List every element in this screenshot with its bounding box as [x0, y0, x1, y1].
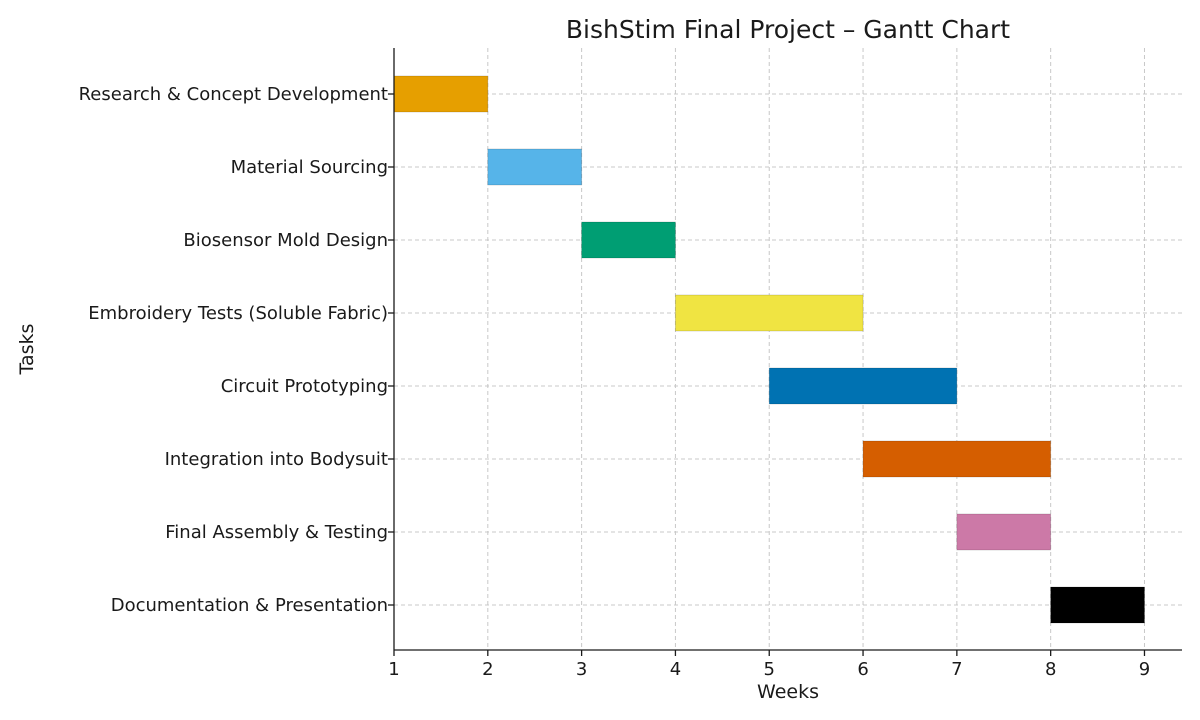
task-bar [1050, 586, 1145, 624]
axes [393, 48, 1182, 651]
x-tick-label: 2 [482, 659, 493, 680]
x-tick-label: 1 [388, 659, 399, 680]
x-tick-label: 8 [1045, 659, 1056, 680]
task-bar [956, 513, 1052, 551]
task-bar [393, 75, 489, 113]
tick-labels: 1 2 3 4 5 6 7 8 9 Research & Concept Development M… [79, 84, 1151, 680]
task-label: Final Assembly & Testing [165, 522, 388, 543]
x-tick-label: 6 [857, 659, 868, 680]
task-bar [487, 148, 583, 186]
task-label: Embroidery Tests (Soluble Fabric) [88, 303, 388, 324]
x-tick-label: 4 [670, 659, 681, 680]
tick-marks [388, 93, 1146, 656]
x-tick-label: 3 [576, 659, 587, 680]
task-label: Material Sourcing [231, 157, 388, 178]
task-bars [393, 75, 1145, 624]
task-label: Research & Concept Development [79, 84, 388, 105]
task-label: Biosensor Mold Design [183, 230, 388, 251]
x-tick-label: 5 [764, 659, 775, 680]
task-label: Circuit Prototyping [221, 376, 388, 397]
grid-lines [393, 48, 1182, 650]
chart-title: BishStim Final Project – Gantt Chart [566, 15, 1010, 44]
x-axis-label: Weeks [757, 681, 819, 703]
task-bar [768, 367, 958, 405]
y-axis-label: Tasks [16, 324, 38, 376]
task-label: Documentation & Presentation [111, 595, 388, 616]
task-label: Integration into Bodysuit [165, 449, 388, 470]
task-bar [862, 440, 1052, 478]
x-tick-label: 9 [1139, 659, 1150, 680]
task-bar [675, 294, 864, 332]
task-bar [581, 221, 676, 259]
x-tick-label: 7 [951, 659, 962, 680]
